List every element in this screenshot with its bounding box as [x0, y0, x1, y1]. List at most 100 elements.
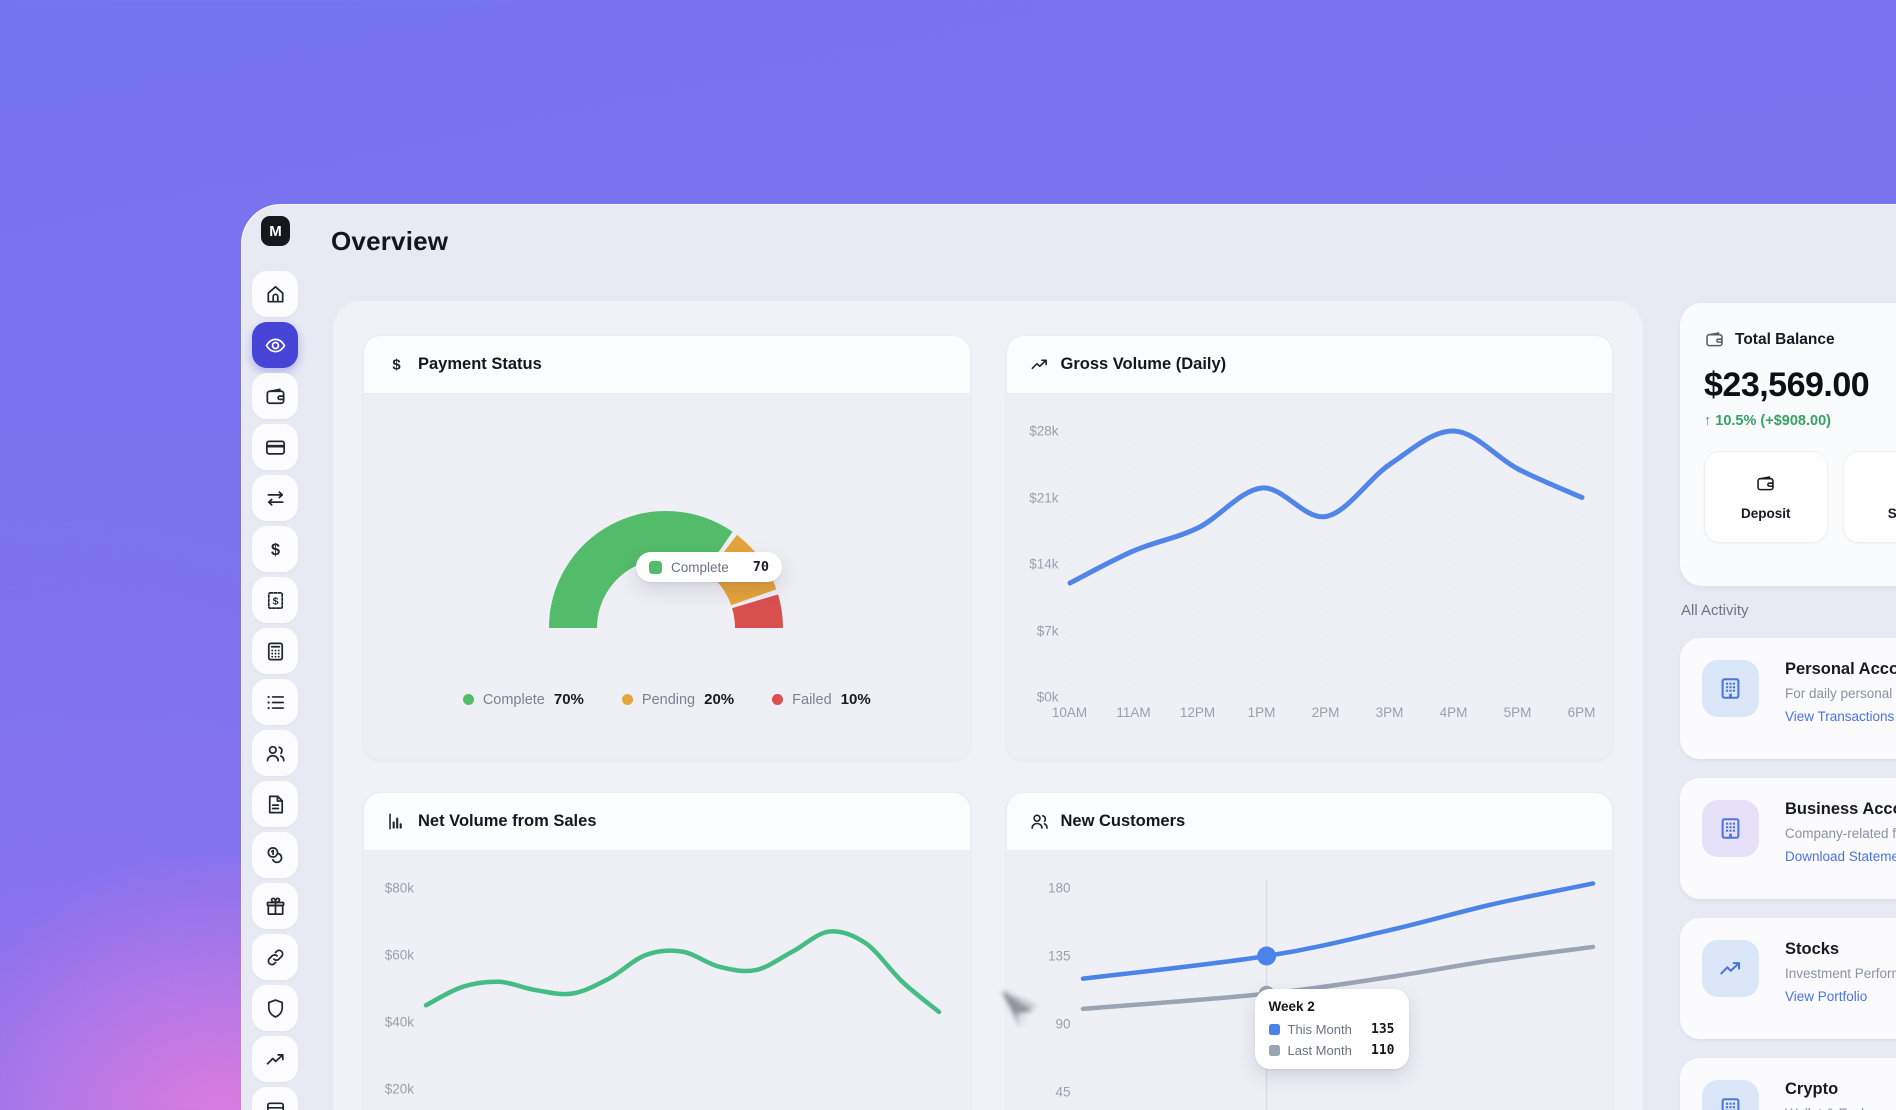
legend-dot — [621, 694, 633, 705]
activity-text: Stocks Investment Performance View Portfol… — [1785, 940, 1896, 1017]
sidebar-item-wallet[interactable] — [252, 373, 298, 419]
card-title: Gross Volume (Daily) — [1060, 355, 1227, 373]
x-axis-tick: 10AM — [1051, 705, 1088, 720]
svg-text:$: $ — [392, 357, 401, 373]
gauge-tooltip: Complete 70 — [636, 552, 782, 582]
bar-chart-icon — [386, 811, 407, 832]
sidebar-item-users[interactable] — [252, 730, 298, 776]
users-icon — [1029, 811, 1050, 832]
dashboard-grid: $ Payment Status Complete 70 Complete 70%… — [333, 301, 1643, 1110]
app-window: M Overview $ $ $ Payment Status Complete … — [241, 204, 1896, 1110]
activity-card: Business Account Company-related finances… — [1680, 778, 1896, 899]
tooltip-title: Week 2 — [1268, 999, 1315, 1014]
y-axis-tick: 180 — [1047, 880, 1071, 896]
activity-link[interactable]: View Transactions — [1785, 709, 1895, 724]
legend-item: Pending 20% — [621, 691, 735, 708]
sidebar-item-calculator[interactable] — [252, 628, 298, 674]
y-axis-tick: 45 — [1055, 1084, 1071, 1100]
activity-title: Personal Account — [1785, 660, 1896, 678]
activity-subtitle: Company-related finances — [1785, 826, 1896, 841]
link-icon — [264, 946, 287, 969]
activity-title: Crypto — [1785, 1080, 1839, 1098]
activity-text: Crypto Wallet & Exchange — [1785, 1080, 1896, 1110]
sidebar-item-home[interactable] — [252, 271, 298, 317]
trending-up-icon — [1702, 940, 1759, 997]
card-title: New Customers — [1060, 812, 1186, 830]
gauge-legend: Complete 70% Pending 20% Failed 10% — [364, 691, 970, 708]
tooltip-label: Complete — [671, 559, 729, 575]
home-icon — [264, 283, 287, 306]
gift-icon — [264, 895, 287, 918]
action-label: Deposit — [1740, 506, 1791, 521]
gross-volume-card: Gross Volume (Daily) $28k $21k $14k $7k $0k … — [1005, 335, 1613, 760]
y-axis-tick: 90 — [1055, 1016, 1071, 1032]
payment-status-card: $ Payment Status Complete 70 Complete 70%… — [363, 335, 971, 760]
sidebar-item-coins[interactable] — [252, 832, 298, 878]
tooltip-value: 135 — [1371, 1022, 1395, 1037]
sidebar-item-gift[interactable] — [252, 883, 298, 929]
activity-subtitle: Investment Performance — [1785, 966, 1896, 981]
net-volume-body: $80k $60k $40k $20k — [364, 851, 970, 1110]
sidebar-item-invoice[interactable]: $ — [252, 577, 298, 623]
payment-status-body: Complete 70 Complete 70% Pending 20% Failed 1… — [364, 394, 970, 759]
gross-volume-header: Gross Volume (Daily) — [1006, 336, 1612, 394]
sidebar-item-eye[interactable] — [252, 322, 298, 368]
sidebar-item-transfers[interactable] — [252, 475, 298, 521]
tooltip-row: This Month 135 — [1268, 1022, 1395, 1037]
card-title: Payment Status — [418, 355, 542, 373]
legend-dot — [772, 694, 784, 705]
users-icon — [264, 742, 287, 765]
page-title: Overview — [331, 226, 449, 256]
sidebar-item-dollar[interactable]: $ — [252, 526, 298, 572]
trending-up-icon — [264, 1048, 287, 1071]
sidebar-item-trending-up[interactable] — [252, 1036, 298, 1082]
activity-text: Business Account Company-related finances… — [1785, 800, 1896, 877]
activity-title: Business Account — [1785, 800, 1896, 818]
sidebar-item-window[interactable] — [252, 1087, 298, 1110]
sidebar-item-shield[interactable] — [252, 985, 298, 1031]
y-axis-tick: $21k — [1029, 490, 1059, 505]
balance-actions: Deposit Send — [1704, 451, 1896, 543]
legend-item: Failed 10% — [772, 691, 871, 708]
sidebar-item-link[interactable] — [252, 934, 298, 980]
y-axis-tick: $28k — [1029, 423, 1059, 439]
activity-card: Stocks Investment Performance View Portfol… — [1680, 918, 1896, 1039]
activity-link[interactable]: View Portfolio — [1785, 989, 1868, 1004]
app-logo[interactable]: M — [261, 216, 290, 246]
tooltip-row: Last Month 110 — [1268, 1043, 1395, 1058]
list-icon — [264, 691, 287, 714]
x-axis-tick: 1PM — [1247, 705, 1276, 720]
x-axis-tick: 5PM — [1503, 705, 1532, 720]
sidebar-item-list[interactable] — [252, 679, 298, 725]
wallet-icon — [1755, 473, 1776, 497]
gross-volume-plot[interactable] — [1067, 428, 1584, 697]
sidebar-item-credit-card[interactable] — [252, 424, 298, 470]
svg-text:$: $ — [270, 540, 279, 558]
send-button[interactable]: Send — [1842, 451, 1896, 543]
building-icon — [1702, 660, 1759, 717]
net-volume-plot[interactable] — [423, 888, 942, 1089]
tooltip-swatch — [649, 560, 662, 574]
card-title: Net Volume from Sales — [418, 812, 597, 830]
legend-value: 70% — [553, 691, 584, 708]
wallet-icon — [264, 385, 287, 408]
invoice-icon: $ — [264, 589, 287, 612]
activity-link[interactable]: Download Statements — [1785, 849, 1896, 864]
shield-icon — [264, 997, 287, 1020]
balance-header: Total Balance — [1704, 329, 1896, 350]
legend-value: 20% — [704, 691, 735, 708]
deposit-button[interactable]: Deposit — [1704, 451, 1828, 543]
sidebar-rail: $ $ — [252, 271, 298, 1110]
y-axis-tick: $7k — [1036, 623, 1059, 638]
activity-subtitle: Wallet & Exchange — [1785, 1106, 1896, 1110]
last-month-swatch — [1268, 1045, 1280, 1056]
x-axis-tick: 2PM — [1311, 705, 1340, 720]
legend-label: Complete — [482, 691, 545, 708]
sidebar-item-document[interactable] — [252, 781, 298, 827]
x-axis-tick: 6PM — [1567, 705, 1596, 720]
balance-amount: $23,569.00 — [1704, 366, 1870, 404]
gross-volume-body: $28k $21k $14k $7k $0k 10AM 11AM 12PM 1PM 2PM 3PM… — [1006, 394, 1612, 759]
svg-text:$: $ — [272, 595, 278, 607]
legend-label: Pending — [641, 691, 696, 708]
legend-value: 10% — [840, 691, 871, 708]
